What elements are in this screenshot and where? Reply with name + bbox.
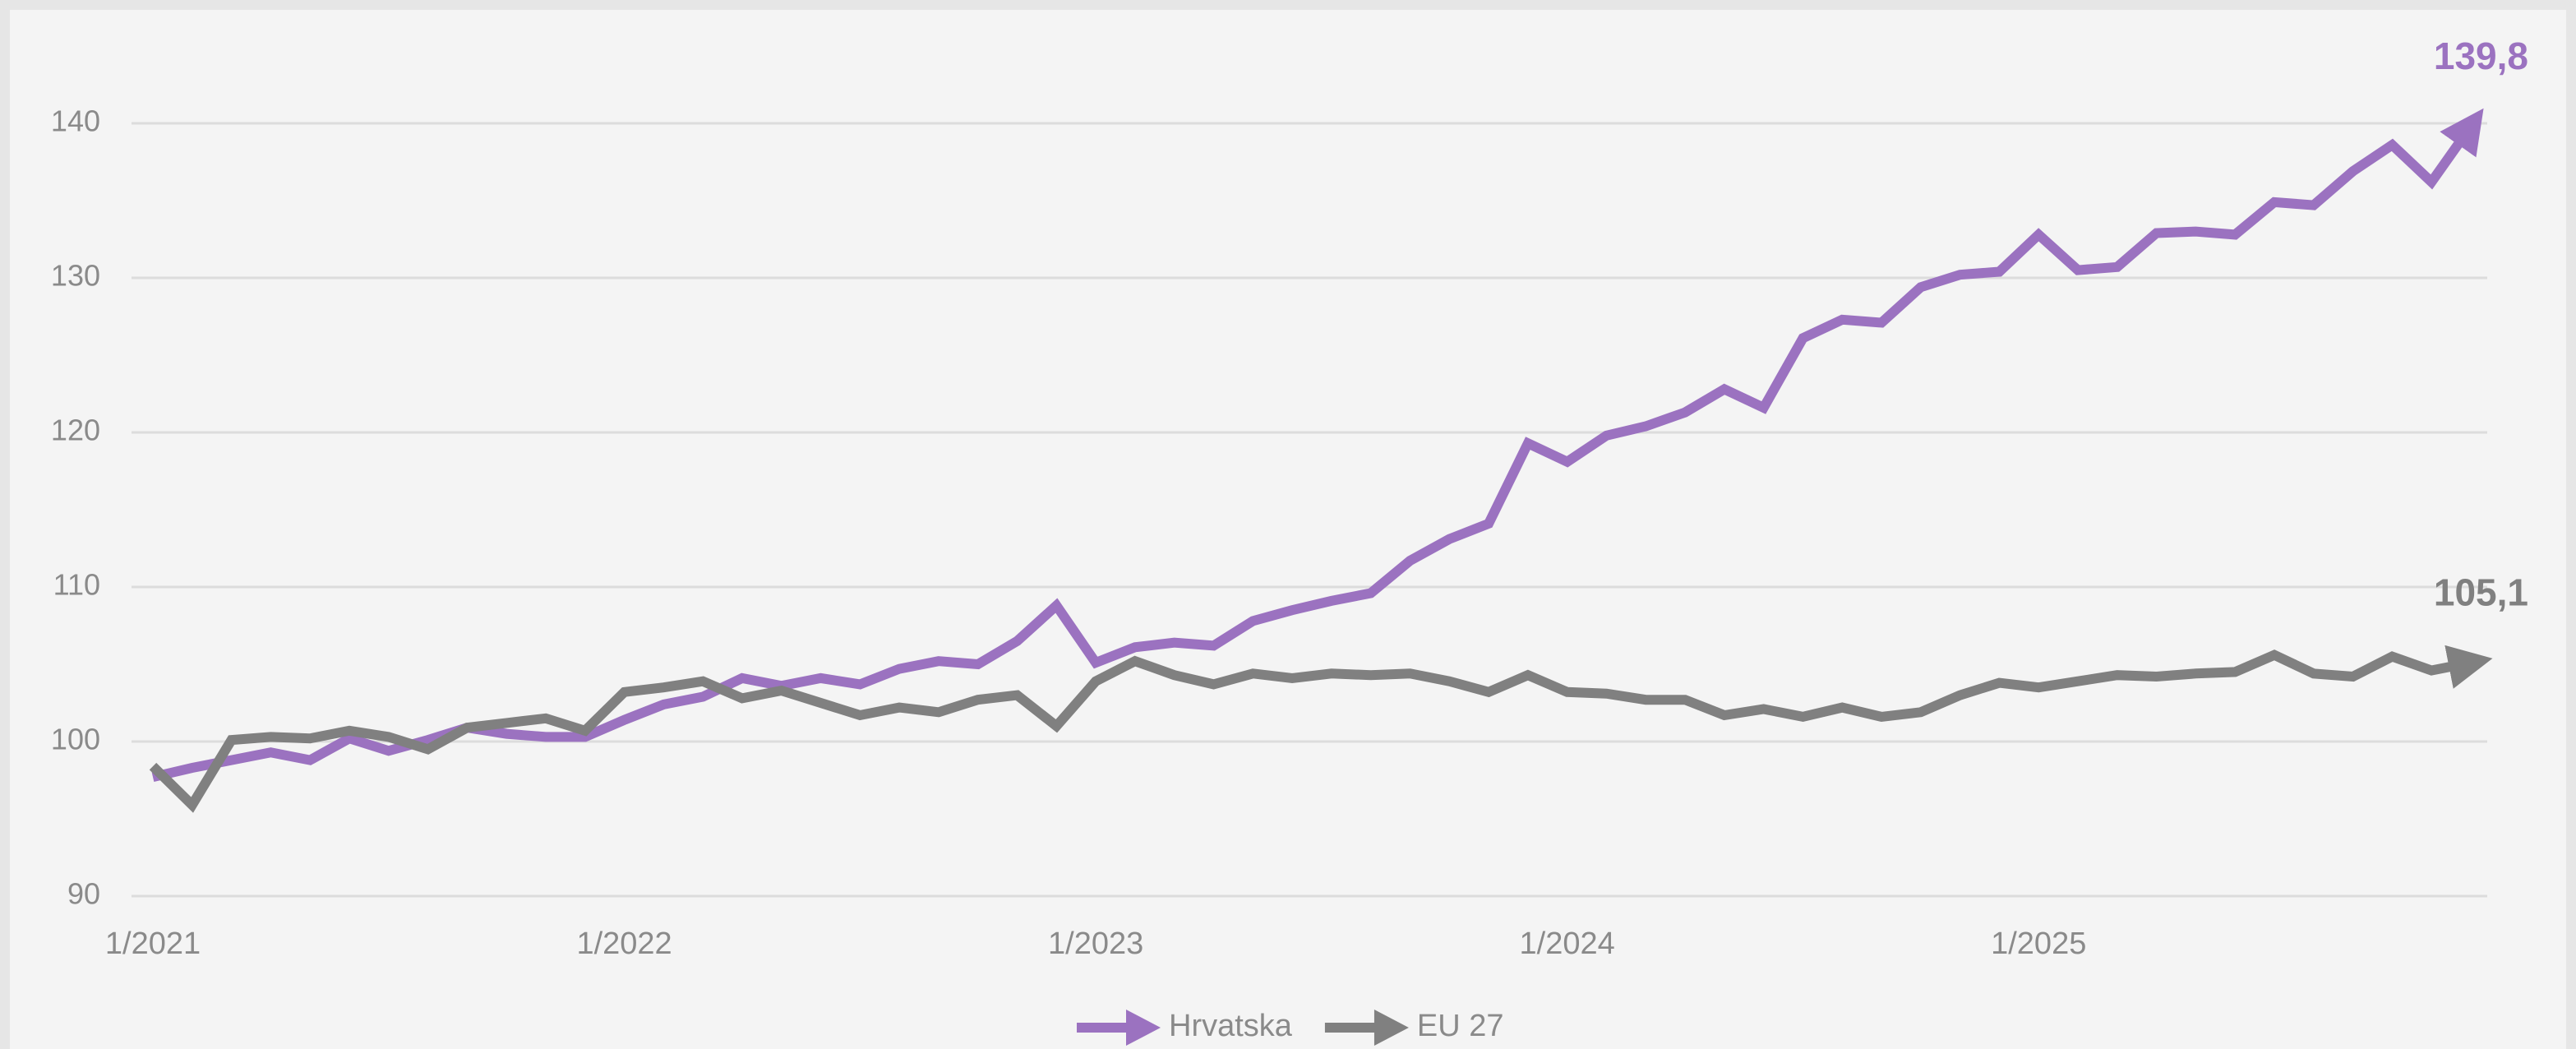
y-tick-label: 130 bbox=[51, 259, 100, 293]
data-label: 139,8 bbox=[2434, 35, 2528, 77]
legend-label: Hrvatska bbox=[1169, 1009, 1293, 1043]
y-tick-label: 140 bbox=[51, 104, 100, 138]
y-tick-label: 90 bbox=[67, 877, 100, 911]
y-tick-label: 120 bbox=[51, 414, 100, 447]
data-line bbox=[149, 645, 2493, 813]
data-line bbox=[151, 108, 2484, 783]
legend-arrow bbox=[1373, 1010, 1409, 1046]
x-tick-label: 1/2024 bbox=[1520, 927, 1615, 961]
x-tick-label: 1/2023 bbox=[1048, 927, 1143, 961]
chart-background bbox=[10, 10, 2566, 1049]
data-label: 105,1 bbox=[2434, 571, 2528, 613]
y-tick-label: 110 bbox=[53, 568, 100, 602]
x-tick-label: 1/2021 bbox=[105, 927, 201, 961]
x-tick-label: 1/2025 bbox=[1991, 927, 2086, 961]
legend-label: EU 27 bbox=[1417, 1009, 1504, 1043]
x-tick-label: 1/2022 bbox=[576, 927, 672, 961]
legend-arrow bbox=[1126, 1010, 1161, 1046]
y-tick-label: 100 bbox=[51, 723, 100, 756]
